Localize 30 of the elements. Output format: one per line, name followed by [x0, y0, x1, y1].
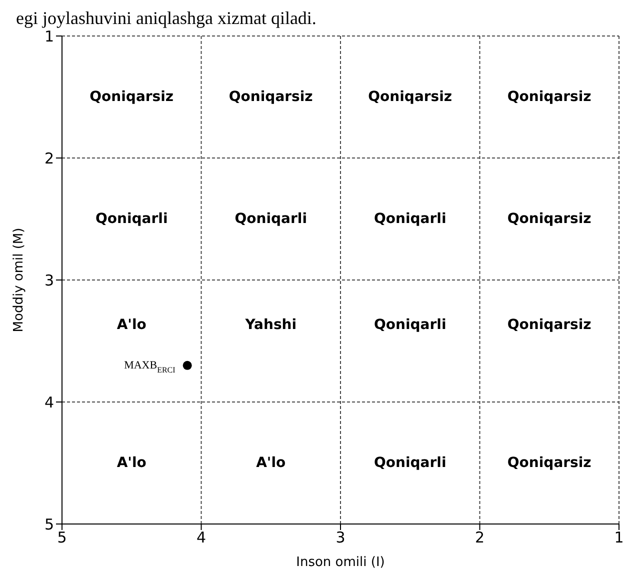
text: egi joylashuvini aniqlashga xizmat qiladi. — [16, 8, 318, 28]
annotation: Qoniqarli — [374, 455, 446, 471]
annotation: Qoniqarsiz — [368, 89, 452, 105]
x-tick-label: 1 — [614, 528, 624, 547]
x-tick-label: 2 — [474, 528, 485, 547]
annotation: MAXB$_{ERCI}$ — [124, 359, 176, 374]
annotation: A'lo — [116, 317, 147, 333]
annotation: Qoniqarsiz — [507, 455, 592, 471]
y-tick-label: 5 — [44, 515, 54, 534]
annotation: Qoniqarsiz — [228, 89, 313, 105]
x-tick-label: 4 — [196, 528, 206, 547]
annotation: Qoniqarli — [374, 317, 446, 333]
annotation: Qoniqarli — [374, 211, 446, 227]
x-axis-title: Inson omili (I) — [296, 555, 385, 570]
annotation: Qoniqarsiz — [90, 89, 174, 105]
annotation: Qoniqarsiz — [507, 211, 592, 227]
annotation: Qoniqarli — [234, 211, 308, 227]
annotation: Yahshi — [244, 317, 297, 333]
y-tick-label: 3 — [44, 271, 54, 290]
y-tick-label: 1 — [44, 27, 54, 46]
annotation: Qoniqarsiz — [507, 317, 592, 333]
annotation: A'lo — [256, 455, 286, 471]
annotation: A'lo — [116, 455, 147, 471]
y-tick-label: 4 — [44, 393, 54, 412]
annotation: Qoniqarli — [95, 211, 168, 227]
x-tick-label: 3 — [336, 528, 346, 547]
y-axis-title: Moddiy omil (M) — [12, 228, 27, 332]
y-tick-label: 2 — [44, 149, 54, 168]
x-tick-label: 5 — [57, 528, 67, 547]
annotation: Qoniqarsiz — [507, 89, 592, 105]
